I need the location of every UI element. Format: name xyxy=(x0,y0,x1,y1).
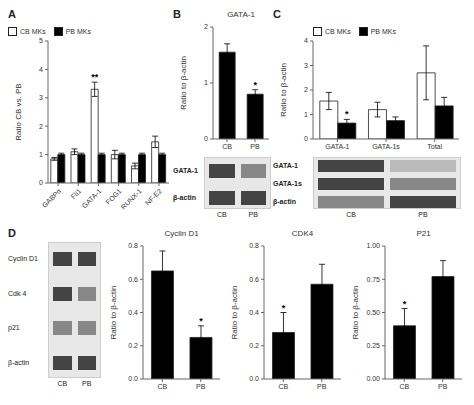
svg-text:0: 0 xyxy=(304,135,308,142)
svg-text:0.2: 0.2 xyxy=(128,342,138,349)
svg-text:4: 4 xyxy=(39,66,43,73)
html-text:D: D xyxy=(8,227,16,239)
svg-text:3: 3 xyxy=(304,62,308,69)
svg-text:1: 1 xyxy=(39,151,43,158)
html-text:CB: CB xyxy=(346,211,356,218)
svg-text:1: 1 xyxy=(304,111,308,118)
svg-text:CB: CB xyxy=(278,383,288,390)
svg-text:2: 2 xyxy=(204,23,208,30)
svg-text:0.25: 0.25 xyxy=(366,342,380,349)
svg-text:1: 1 xyxy=(204,79,208,86)
svg-text:0.6: 0.6 xyxy=(249,276,259,283)
svg-text:*: * xyxy=(199,316,203,326)
svg-text:0.00: 0.00 xyxy=(366,375,380,382)
svg-text:PB: PB xyxy=(438,383,448,390)
svg-text:0.6: 0.6 xyxy=(128,276,138,283)
svg-text:Ratio CB vs. PB: Ratio CB vs. PB xyxy=(14,83,23,140)
html-text:CDK4: CDK4 xyxy=(291,229,314,238)
svg-text:0.0: 0.0 xyxy=(249,375,259,382)
svg-text:0.2: 0.2 xyxy=(249,342,259,349)
svg-text:0.50: 0.50 xyxy=(366,309,380,316)
html-text:B: B xyxy=(173,8,181,20)
html-text:β-actin: β-actin xyxy=(173,193,196,201)
html-text:C: C xyxy=(273,8,281,20)
svg-text:5: 5 xyxy=(39,37,43,44)
svg-text:Ratio to β-actin: Ratio to β-actin xyxy=(230,286,239,340)
svg-text:CB: CB xyxy=(222,143,232,150)
html-text:β-actin: β-actin xyxy=(273,198,296,205)
svg-text:*: * xyxy=(282,303,286,313)
svg-text:GATA-1: GATA-1 xyxy=(325,143,349,150)
svg-text:Ratio to β-actin: Ratio to β-actin xyxy=(179,56,188,110)
svg-text:*: * xyxy=(253,80,257,90)
html-text:A: A xyxy=(8,8,16,20)
svg-text:0.4: 0.4 xyxy=(249,309,259,316)
svg-text:NF-E2: NF-E2 xyxy=(144,187,163,206)
svg-text:4: 4 xyxy=(304,37,308,44)
html-text:PB MKs: PB MKs xyxy=(370,28,396,35)
html-text:p21: p21 xyxy=(8,324,20,332)
html-text:Cyclin D1: Cyclin D1 xyxy=(8,255,38,263)
svg-text:CB: CB xyxy=(157,383,167,390)
svg-text:CB: CB xyxy=(399,383,409,390)
html-text:GATA-1: GATA-1 xyxy=(227,10,255,19)
html-text:PB: PB xyxy=(418,211,428,218)
svg-text:1.00: 1.00 xyxy=(366,242,380,249)
html-text:β-actin: β-actin xyxy=(8,358,30,366)
svg-text:PB: PB xyxy=(250,143,260,150)
svg-text:0: 0 xyxy=(204,135,208,142)
svg-text:0.0: 0.0 xyxy=(128,375,138,382)
html-text:Cyclin D1: Cyclin D1 xyxy=(164,229,199,238)
svg-text:GABPα: GABPα xyxy=(41,187,63,209)
svg-text:PB: PB xyxy=(317,383,327,390)
html-text:PB: PB xyxy=(82,380,92,387)
html-text:P21: P21 xyxy=(416,229,431,238)
svg-text:2: 2 xyxy=(304,86,308,93)
svg-text:3: 3 xyxy=(39,94,43,101)
html-text:GATA-1s: GATA-1s xyxy=(273,180,302,187)
svg-text:Ratio to β-actin: Ratio to β-actin xyxy=(279,63,288,117)
html-text:GATA-1: GATA-1 xyxy=(273,162,298,169)
html-text:Cdk 4: Cdk 4 xyxy=(8,289,27,297)
html-text:CB: CB xyxy=(216,211,227,218)
svg-text:0: 0 xyxy=(39,179,43,186)
svg-text:2: 2 xyxy=(39,123,43,130)
svg-text:0.8: 0.8 xyxy=(249,242,259,249)
html-text:CB: CB xyxy=(57,380,68,387)
html-text:CB MKs: CB MKs xyxy=(325,28,351,35)
svg-text:Ratio to β-actin: Ratio to β-actin xyxy=(109,286,118,340)
svg-text:Ratio to β-actin: Ratio to β-actin xyxy=(351,286,360,340)
html-text:GATA-1: GATA-1 xyxy=(173,166,198,174)
svg-text:0.75: 0.75 xyxy=(366,276,380,283)
svg-text:*: * xyxy=(403,299,407,309)
svg-text:0.8: 0.8 xyxy=(128,242,138,249)
svg-text:GATA-1s: GATA-1s xyxy=(372,143,400,150)
svg-text:Fli1: Fli1 xyxy=(70,187,83,200)
svg-text:*: * xyxy=(345,109,349,119)
svg-text:**: ** xyxy=(91,72,99,82)
html-text:PB MKs: PB MKs xyxy=(65,28,91,35)
html-text:PB: PB xyxy=(248,211,258,218)
svg-text:Total: Total xyxy=(427,143,442,150)
svg-text:PB: PB xyxy=(196,383,206,390)
svg-text:RUNX-1: RUNX-1 xyxy=(120,187,143,210)
svg-text:GATA-1: GATA-1 xyxy=(81,187,103,209)
html-text:CB MKs: CB MKs xyxy=(20,28,46,35)
svg-text:0.4: 0.4 xyxy=(128,309,138,316)
svg-text:FOG1: FOG1 xyxy=(104,187,123,206)
